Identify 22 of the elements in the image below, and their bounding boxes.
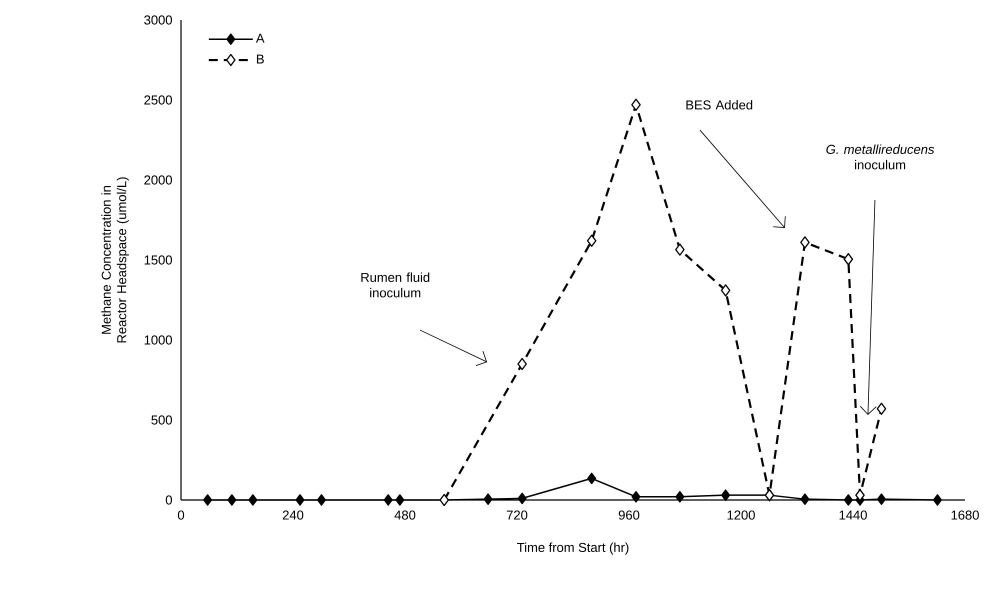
- y-tick-label: 500: [151, 415, 172, 425]
- y-axis-title: Methane Concentration in Reactor Headspace (umol/L): [101, 177, 129, 342]
- x-tick-label: 1440: [840, 510, 867, 520]
- x-tick-label: 960: [618, 510, 640, 520]
- legend-label: B: [256, 54, 264, 64]
- y-tick-label: 1500: [144, 255, 172, 265]
- y-tick-label: 1000: [144, 335, 172, 345]
- x-tick-label: 1200: [728, 510, 755, 520]
- annotation: G. metallireducens inoculum: [826, 144, 934, 170]
- x-tick-label: 480: [394, 510, 416, 520]
- annotation: Rumen fluid inoculum: [361, 272, 430, 298]
- y-tick-label: 2500: [144, 95, 172, 105]
- y-tick-label: 0: [166, 495, 172, 505]
- legend-label: A: [256, 34, 265, 43]
- x-tick-label: 0: [178, 510, 184, 520]
- x-tick-label: 240: [282, 510, 304, 520]
- annotation: BES Added: [686, 100, 752, 110]
- x-tick-label: 1680: [952, 510, 979, 520]
- y-tick-label: 3000: [144, 15, 172, 25]
- x-tick-label: 720: [506, 510, 528, 520]
- y-tick-label: 2000: [144, 175, 172, 185]
- x-axis-title: Time from Start (hr): [517, 542, 628, 555]
